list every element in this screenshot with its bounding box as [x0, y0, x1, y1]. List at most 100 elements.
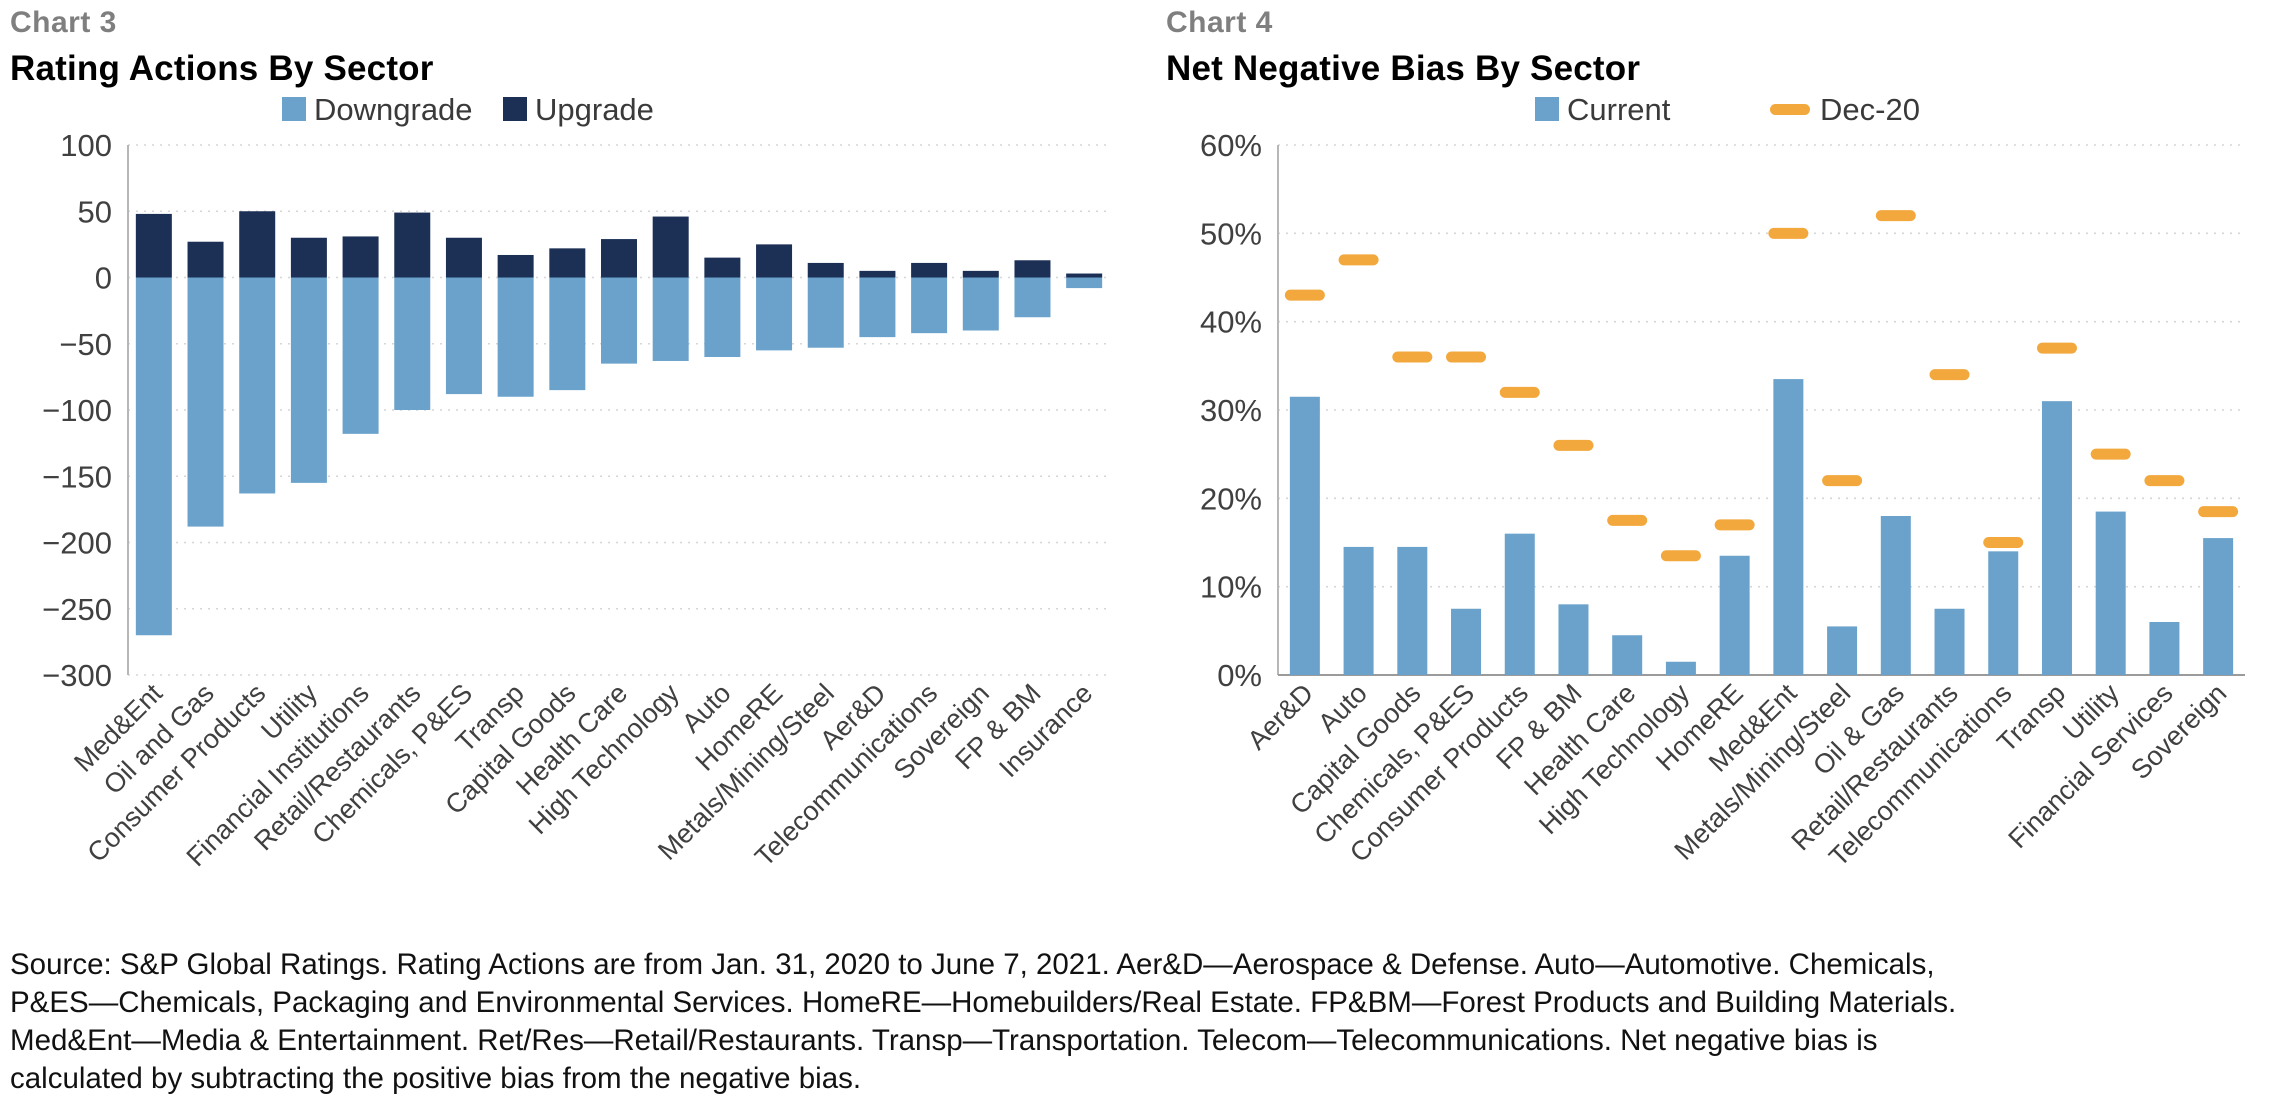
- current-bar: [1397, 546, 1428, 675]
- downgrade-bar: [1014, 277, 1051, 318]
- dec-20-marker: [1822, 475, 1863, 487]
- downgrade-bar: [549, 277, 586, 391]
- current-bar: [1343, 546, 1374, 675]
- y-tick-label: −200: [42, 526, 112, 561]
- current-bar: [2149, 622, 2180, 675]
- current-bar: [1880, 516, 1911, 675]
- downgrade-bar: [135, 277, 172, 636]
- y-tick-label: 0%: [1217, 658, 1262, 693]
- downgrade-bar: [342, 277, 379, 434]
- legend-swatch-icon: [1535, 97, 1559, 121]
- footer-line-1: Source: S&P Global Ratings. Rating Actio…: [10, 948, 1935, 981]
- upgrade-bar: [601, 239, 637, 278]
- upgrade-bar: [859, 270, 896, 278]
- upgrade-bar: [756, 244, 793, 278]
- downgrade-bar: [187, 277, 224, 527]
- downgrade-bar: [807, 277, 844, 348]
- legend-swatch-icon: [503, 97, 527, 121]
- downgrade-bar: [239, 277, 276, 494]
- upgrade-bar: [807, 262, 844, 278]
- current-bar: [1504, 533, 1535, 675]
- dec-20-marker: [1284, 289, 1325, 301]
- dec-20-marker: [1929, 369, 1970, 381]
- legend-label: Current: [1567, 95, 1671, 127]
- dec-20-marker: [1499, 386, 1540, 398]
- upgrade-bar: [911, 262, 948, 278]
- upgrade-bar: [962, 270, 999, 278]
- current-bar: [1612, 635, 1643, 675]
- dec-20-marker: [2090, 448, 2131, 460]
- chart4-header: Chart 4 Net Negative Bias By Sector: [1166, 6, 1640, 89]
- downgrade-bar: [601, 277, 637, 364]
- upgrade-bar: [1066, 273, 1103, 278]
- dec-20-marker: [2036, 342, 2077, 354]
- downgrade-bar: [911, 277, 948, 334]
- chart3-canvas: −300−250−200−150−100−50050100Med&EntOil …: [42, 95, 1110, 872]
- dec-20-marker: [1660, 550, 1701, 562]
- upgrade-bar: [135, 213, 172, 278]
- current-bar: [1934, 608, 1965, 675]
- chart3-title: Rating Actions By Sector: [10, 49, 434, 88]
- current-bar: [1773, 379, 1804, 675]
- legend-dash-icon: [1770, 104, 1810, 115]
- y-tick-label: 30%: [1200, 393, 1262, 428]
- downgrade-bar: [962, 277, 999, 331]
- downgrade-bar: [497, 277, 534, 397]
- downgrade-bar: [704, 277, 741, 357]
- legend-label: Dec-20: [1820, 95, 1920, 127]
- y-tick-label: −50: [59, 327, 112, 362]
- upgrade-bar: [187, 241, 224, 278]
- current-bar: [1719, 555, 1750, 675]
- y-tick-label: 60%: [1200, 128, 1262, 163]
- upgrade-bar: [1014, 260, 1051, 278]
- y-tick-label: 20%: [1200, 481, 1262, 516]
- dec-20-marker: [1553, 439, 1594, 451]
- y-tick-label: 0: [95, 261, 112, 296]
- dec-20-marker: [1983, 537, 2024, 548]
- current-bar: [1827, 626, 1858, 675]
- current-bar: [1289, 396, 1320, 675]
- upgrade-bar: [290, 237, 327, 278]
- downgrade-bar: [756, 277, 793, 351]
- downgrade-bar: [290, 277, 327, 483]
- current-bar: [1665, 661, 1696, 675]
- downgrade-bar: [652, 277, 689, 361]
- footer-line-4: calculated by subtracting the positive b…: [10, 1062, 862, 1095]
- chart4-label: Chart 4: [1166, 6, 1273, 39]
- dec-20-marker: [1392, 351, 1433, 363]
- chart4-title: Net Negative Bias By Sector: [1166, 49, 1641, 88]
- y-tick-label: −250: [42, 592, 112, 627]
- y-tick-label: 50%: [1200, 216, 1262, 251]
- upgrade-bar: [342, 236, 379, 278]
- upgrade-bar: [445, 237, 482, 278]
- dec-20-marker: [1875, 210, 1916, 222]
- dec-20-marker: [2198, 506, 2239, 518]
- downgrade-bar: [445, 277, 482, 395]
- current-bar: [1451, 608, 1482, 675]
- upgrade-bar: [239, 211, 276, 278]
- footer-line-3: Med&Ent—Media & Entertainment. Ret/Res—R…: [10, 1024, 1878, 1057]
- dec-20-marker: [1607, 514, 1648, 526]
- y-tick-label: 100: [60, 128, 112, 163]
- y-tick-label: 40%: [1200, 305, 1262, 340]
- y-tick-label: −150: [42, 459, 112, 494]
- upgrade-bar: [704, 257, 741, 278]
- upgrade-bar: [549, 248, 586, 278]
- footer-line-2: P&ES—Chemicals, Packaging and Environmen…: [10, 986, 1957, 1019]
- current-bar: [2041, 401, 2072, 675]
- y-tick-label: −300: [42, 658, 112, 693]
- upgrade-bar: [652, 216, 689, 278]
- dec-20-marker: [1768, 227, 1809, 239]
- current-bar: [2203, 538, 2234, 675]
- current-bar: [1988, 551, 2019, 675]
- dec-20-marker: [1446, 351, 1487, 363]
- dec-20-marker: [2144, 475, 2185, 487]
- source-note: Source: S&P Global Ratings. Rating Actio…: [10, 946, 2280, 1098]
- chart3-label: Chart 3: [10, 6, 117, 39]
- current-bar: [1558, 604, 1589, 675]
- dec-20-marker: [1714, 519, 1755, 531]
- y-tick-label: 10%: [1200, 570, 1262, 605]
- chart3-header: Chart 3 Rating Actions By Sector: [10, 6, 434, 89]
